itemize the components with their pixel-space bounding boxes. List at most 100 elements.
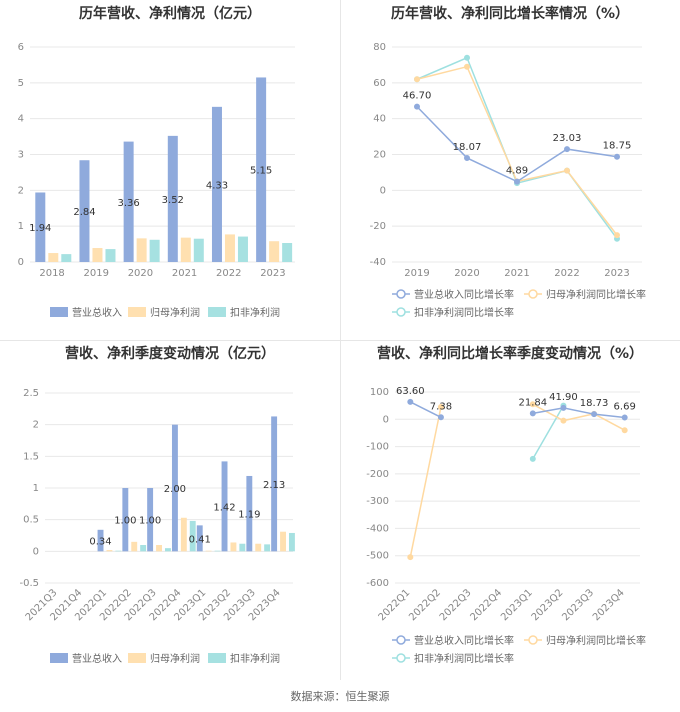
point-归母净利润同比增长率 (621, 427, 628, 434)
point-营业总收入同比增长率 (529, 410, 536, 417)
legend-label: 归母净利润同比增长率 (546, 634, 646, 647)
series-line-营业总收入同比增长率 (532, 407, 625, 419)
y-tick-label: -400 (366, 523, 389, 534)
bar-扣非净利润 (105, 249, 116, 262)
bar-营业总收入 (123, 141, 134, 262)
data-label: 46.70 (403, 91, 432, 102)
data-label: 5.15 (250, 166, 272, 177)
data-label: 6.69 (614, 401, 636, 412)
chart-title: 历年营收、净利同比增长率情况（%） (391, 5, 629, 22)
point-营业总收入同比增长率 (414, 103, 420, 110)
bar-扣非净利润 (61, 254, 72, 262)
y-tick-label: 100 (370, 387, 389, 398)
y-tick-label: 2 (33, 420, 39, 431)
legend-label: 归母净利润 (150, 652, 200, 665)
y-tick-label: 80 (373, 42, 386, 53)
x-tick-label: 2021 (172, 268, 197, 279)
bar-营业总收入 (271, 416, 278, 552)
data-label: 2.84 (73, 207, 95, 218)
y-tick-label: 3 (18, 150, 24, 161)
legend-marker-swatch (396, 289, 406, 299)
point-营业总收入同比增长率 (621, 414, 628, 421)
y-tick-label: 1.5 (23, 451, 39, 462)
series-line-扣非净利润同比增长率 (416, 56, 618, 240)
bar-营业总收入 (35, 192, 46, 262)
bar-扣非净利润 (239, 543, 246, 552)
bar-扣非净利润 (282, 243, 293, 262)
bar-营业总收入 (97, 529, 104, 552)
x-tick-label: 2023Q4 (591, 587, 627, 623)
series-line-归母净利润同比增长率 (409, 406, 442, 558)
bar-归母净利润 (48, 253, 59, 262)
point-归母净利润同比增长率 (414, 76, 420, 83)
y-tick-label: -200 (366, 469, 389, 480)
bar-扣非净利润 (164, 548, 171, 552)
data-label: 7.38 (430, 401, 452, 412)
data-label: 23.03 (553, 133, 582, 144)
bar-营业总收入 (196, 525, 203, 552)
bar-归母净利润 (205, 550, 212, 552)
quarterly-growth-rate-chart: 营收、净利同比增长率季度变动情况（%） -600 -500 -400 -300 -200 -… (366, 345, 646, 665)
legend-swatch (208, 307, 226, 317)
point-归母净利润同比增长率 (614, 232, 620, 239)
y-tick-label: 1 (33, 483, 39, 494)
y-tick-label: 5 (18, 78, 24, 89)
legend-label: 归母净利润同比增长率 (546, 288, 646, 301)
legend-label: 扣非净利润同比增长率 (414, 306, 514, 319)
legend-label: 归母净利润 (150, 306, 200, 319)
annual-revenue-profit-chart: 历年营收、净利情况（亿元） 0 1 2 3 4 5 6 1.94 2018 2.84 2019 3.36… (18, 5, 295, 319)
y-tick-label: 6 (18, 42, 24, 53)
bar-扣非净利润 (193, 238, 204, 262)
legend-label: 营业总收入同比增长率 (414, 288, 514, 301)
y-tick-label: 20 (373, 150, 386, 161)
bar-营业总收入 (167, 135, 178, 262)
x-tick-label: 2020 (454, 268, 479, 279)
bar-归母净利润 (136, 238, 147, 262)
bar-营业总收入 (147, 488, 154, 552)
point-扣非净利润同比增长率 (464, 54, 470, 61)
y-tick-label: -20 (370, 221, 386, 232)
bar-归母净利润 (180, 517, 187, 552)
y-tick-label: -40 (370, 257, 386, 268)
bar-归母净利润 (156, 545, 162, 552)
x-tick-label: 2020 (128, 268, 153, 279)
legend-label: 扣非净利润同比增长率 (414, 652, 514, 665)
series-line-归母净利润同比增长率 (532, 403, 626, 431)
data-label: 2.13 (263, 480, 285, 491)
point-营业总收入同比增长率 (437, 414, 444, 421)
series-line-归母净利润同比增长率 (416, 65, 618, 236)
legend-marker-swatch (396, 307, 406, 317)
legend-swatch (208, 653, 226, 663)
point-营业总收入同比增长率 (591, 411, 598, 418)
y-tick-label: -0.5 (19, 578, 39, 589)
data-label: 18.75 (603, 141, 632, 152)
quarterly-revenue-profit-chart: 营收、净利季度变动情况（亿元）-0.500.511.522.52021Q3202… (19, 345, 295, 665)
y-tick-label: 0 (18, 257, 24, 268)
point-归母净利润同比增长率 (464, 63, 470, 70)
y-tick-label: 40 (373, 114, 386, 125)
chart-title: 营收、净利季度变动情况（亿元） (65, 345, 275, 362)
y-tick-label: 60 (373, 78, 386, 89)
bar-营业总收入 (79, 160, 90, 262)
data-label: 1.00 (139, 516, 161, 527)
y-tick-label: -100 (366, 442, 389, 453)
legend-marker-swatch (528, 635, 538, 645)
y-tick-label: 0 (380, 185, 386, 196)
chart-title: 历年营收、净利情况（亿元） (79, 5, 261, 22)
bar-营业总收入 (221, 461, 228, 552)
bar-归母净利润 (92, 248, 103, 262)
point-归母净利润同比增长率 (560, 417, 567, 424)
data-label: 18.73 (580, 398, 609, 409)
point-营业总收入同比增长率 (560, 404, 567, 411)
data-label: 41.90 (549, 392, 578, 403)
point-营业总收入同比增长率 (464, 154, 470, 161)
data-label: 0.41 (189, 534, 211, 545)
x-tick-label: 2022Q1 (377, 587, 413, 623)
y-tick-label: -500 (366, 551, 389, 562)
legend-swatch (128, 653, 146, 663)
point-营业总收入同比增长率 (564, 146, 570, 153)
bar-归母净利润 (106, 550, 113, 552)
point-归母净利润同比增长率 (564, 167, 570, 174)
bar-营业总收入 (256, 77, 267, 262)
data-label: 4.33 (206, 180, 228, 191)
